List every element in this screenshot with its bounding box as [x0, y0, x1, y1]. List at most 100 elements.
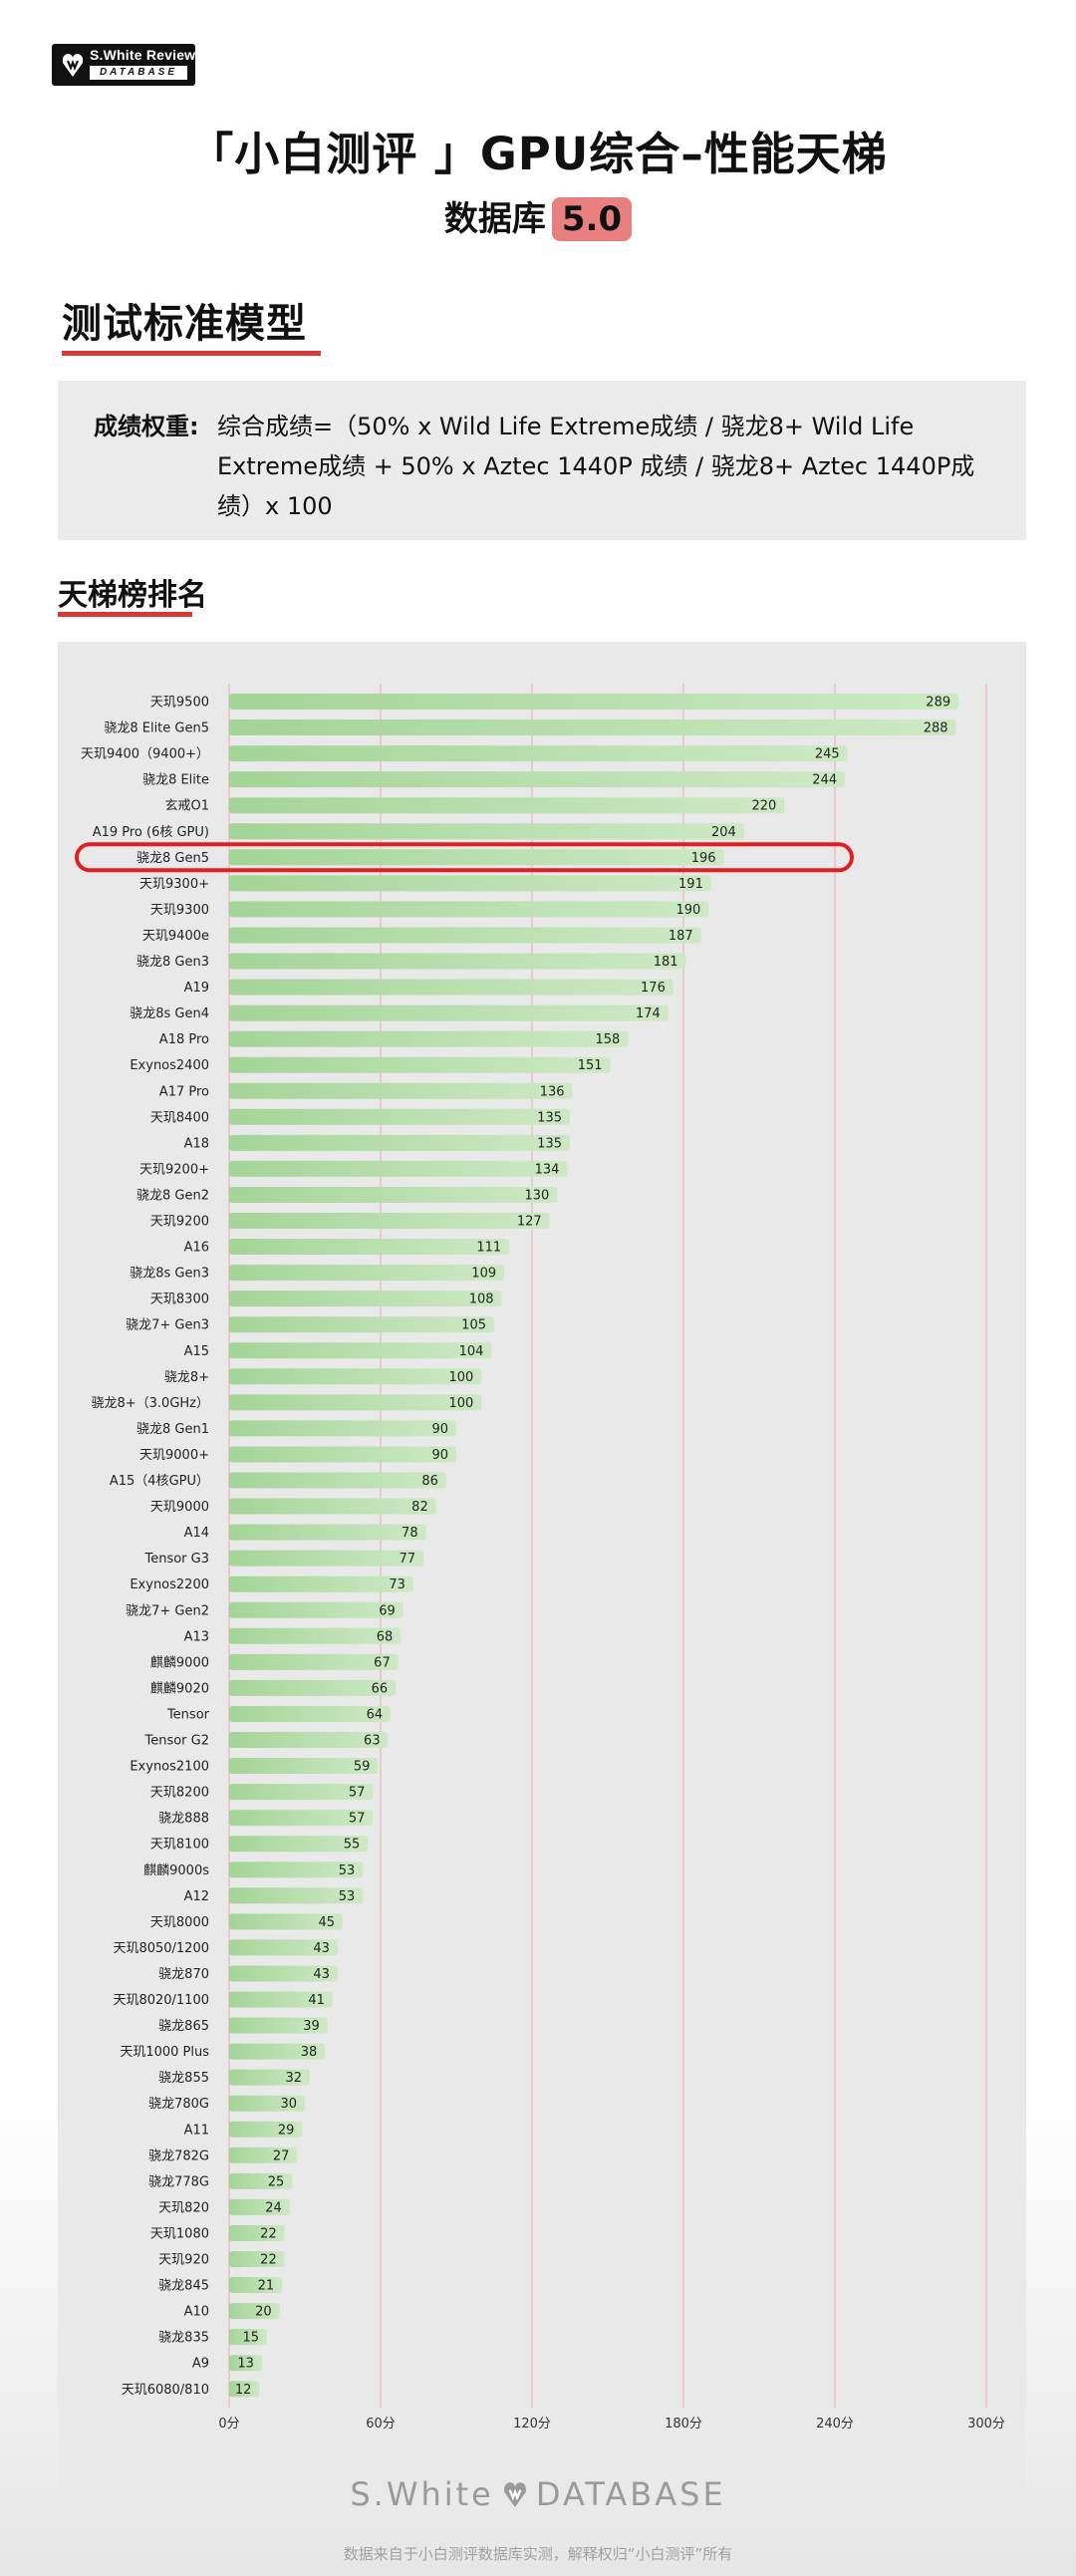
bar — [229, 2172, 293, 2189]
value-label: 24 — [265, 2200, 282, 2215]
bar — [229, 2355, 262, 2372]
bar — [229, 1134, 570, 1151]
bar — [229, 1394, 482, 1411]
category-label: A11 — [184, 2123, 209, 2138]
value-label: 127 — [517, 1215, 542, 1230]
bar — [229, 2147, 298, 2163]
logo-name: S.White Review — [90, 47, 196, 63]
bar — [229, 1213, 550, 1229]
bar — [229, 1108, 570, 1125]
category-label: 天玑9300 — [150, 903, 209, 918]
category-label: A9 — [192, 2357, 209, 2372]
value-label: 67 — [374, 1655, 391, 1670]
value-label: 100 — [449, 1370, 474, 1385]
category-label: A19 — [184, 981, 209, 996]
x-tick-label: 240分 — [816, 2417, 854, 2432]
category-label: 骁龙780G — [148, 2097, 209, 2112]
footer-heart-icon — [503, 2482, 526, 2507]
category-label: 天玑1080 — [150, 2226, 209, 2241]
bar — [229, 1965, 338, 1982]
subtitle-text: 数据库 — [443, 199, 546, 239]
category-label: 天玑8400 — [150, 1110, 209, 1125]
value-label: 108 — [469, 1292, 494, 1307]
bar — [229, 1239, 510, 1256]
category-label: A19 Pro (6核 GPU) — [93, 825, 209, 840]
value-label: 69 — [379, 1603, 396, 1618]
bar — [229, 1004, 669, 1021]
bar — [229, 1446, 456, 1463]
bar — [229, 2095, 305, 2112]
value-label: 39 — [303, 2019, 320, 2034]
bar — [229, 1939, 338, 1956]
weight-label: 成绩权重: — [94, 413, 199, 440]
value-label: 63 — [364, 1734, 381, 1749]
bar — [229, 1498, 436, 1515]
footnote: 数据来自于小白测评数据库实测，解释权归“小白测评”所有 — [343, 2545, 733, 2563]
value-label: 29 — [278, 2123, 295, 2138]
value-label: 244 — [812, 773, 837, 788]
category-label: 天玑9000+ — [139, 1448, 209, 1463]
value-label: 59 — [354, 1760, 371, 1775]
bar — [229, 823, 744, 840]
category-label: 骁龙8 Elite Gen5 — [104, 721, 209, 736]
bar — [229, 1887, 364, 1904]
value-label: 135 — [537, 1136, 562, 1151]
category-label: 骁龙8s Gen3 — [130, 1267, 209, 1282]
value-label: 41 — [308, 1993, 325, 2008]
value-label: 20 — [255, 2305, 272, 2320]
x-tick-label: 180分 — [665, 2417, 702, 2432]
category-label: 骁龙855 — [158, 2071, 209, 2086]
heart-logo-icon — [62, 54, 84, 77]
value-label: 100 — [449, 1396, 474, 1411]
value-label: 176 — [641, 981, 666, 996]
brand-logo: S.White Review DATABASE — [52, 44, 195, 86]
value-label: 57 — [349, 1812, 366, 1827]
category-label: A15（4核GPU） — [110, 1474, 209, 1489]
category-label: Exynos2400 — [130, 1058, 209, 1073]
footer-brand-right: DATABASE — [535, 2475, 726, 2513]
value-label: 43 — [313, 1941, 330, 1956]
category-label: 天玑9500 — [150, 696, 209, 711]
value-label: 181 — [654, 955, 678, 970]
bar — [229, 1265, 505, 1282]
page-subtitle: 数据库 5.0 — [0, 191, 1076, 241]
value-label: 82 — [411, 1500, 428, 1515]
bar — [229, 1601, 404, 1618]
value-label: 45 — [318, 1915, 335, 1930]
bar — [229, 771, 846, 788]
category-label: Tensor G2 — [143, 1734, 209, 1749]
highlight-ring — [75, 842, 854, 873]
category-label: 天玑8050/1200 — [113, 1941, 209, 1956]
bar — [229, 797, 785, 814]
category-label: 天玑9400（9400+） — [81, 747, 209, 762]
value-label: 130 — [525, 1188, 550, 1203]
bar — [229, 1653, 399, 1670]
footer-brand: S.White DATABASE — [0, 2475, 1076, 2513]
value-label: 187 — [669, 929, 693, 944]
bar — [229, 1186, 558, 1203]
category-label: A14 — [184, 1526, 209, 1541]
value-label: 66 — [372, 1681, 389, 1696]
x-tick-label: 0分 — [218, 2417, 239, 2432]
test-model-heading: 测试标准模型 — [62, 301, 307, 347]
category-label: 骁龙778G — [148, 2174, 209, 2189]
bar — [229, 2251, 285, 2267]
value-label: 55 — [344, 1838, 361, 1853]
category-label: 天玑8000 — [150, 1915, 209, 1930]
bar — [229, 1913, 343, 1930]
bar — [229, 2224, 285, 2241]
x-tick-label: 60分 — [366, 2417, 396, 2432]
bar — [229, 2069, 311, 2086]
category-label: 骁龙8 Gen5 — [136, 851, 209, 866]
value-label: 73 — [389, 1577, 405, 1592]
category-label: Tensor — [166, 1707, 210, 1722]
bar — [229, 1316, 494, 1333]
category-label: 骁龙8 Elite — [142, 773, 209, 788]
category-label: 天玑9200 — [150, 1215, 209, 1230]
value-label: 38 — [301, 2045, 318, 2060]
value-label: 32 — [286, 2071, 303, 2086]
value-label: 109 — [471, 1267, 496, 1282]
category-label: A15 — [184, 1344, 209, 1359]
category-label: Tensor G3 — [143, 1552, 209, 1567]
category-label: 骁龙845 — [158, 2279, 209, 2294]
